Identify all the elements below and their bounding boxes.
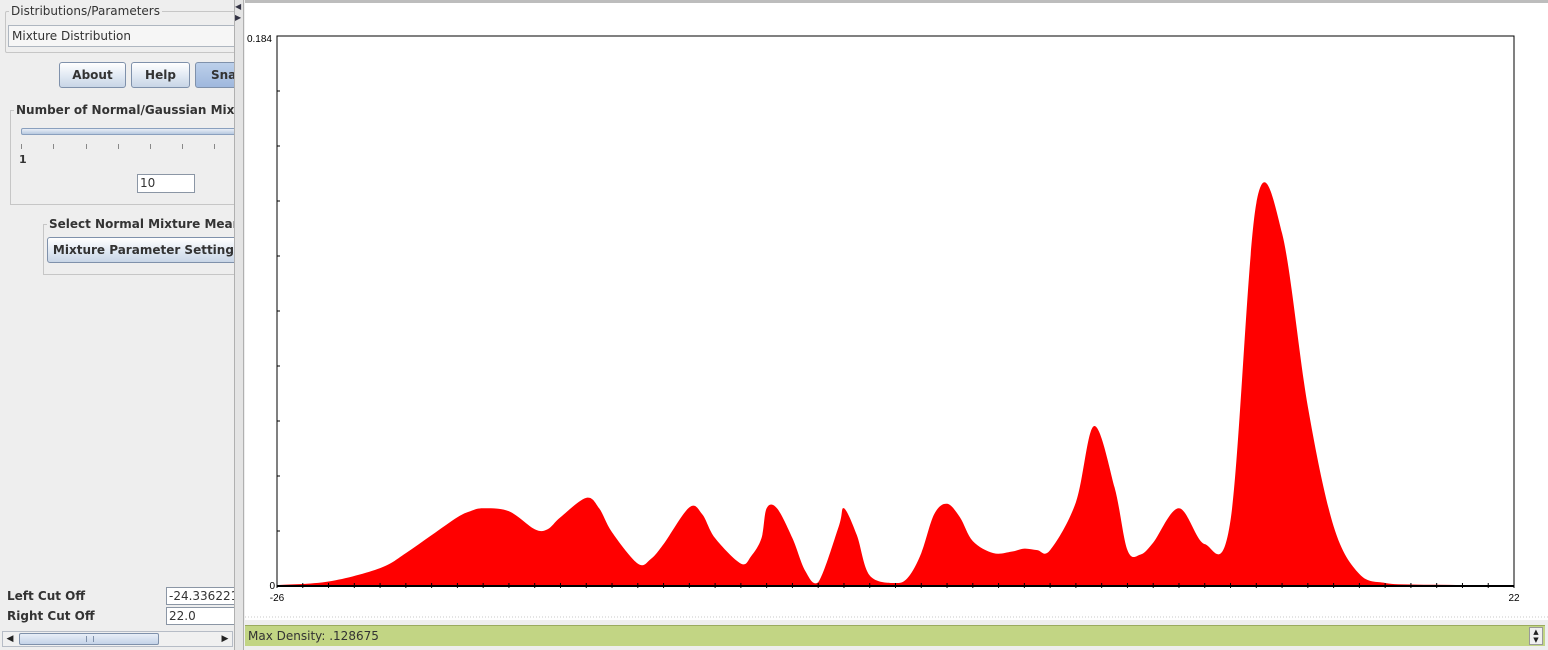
mixture-group: Select Normal Mixture Mean/SD/ Mixture P… xyxy=(43,217,234,275)
slider-tick xyxy=(53,144,54,149)
about-button[interactable]: About xyxy=(59,62,126,88)
x-min-label: -26 xyxy=(270,593,285,604)
scrollbar-thumb[interactable] xyxy=(19,633,159,645)
right-cut-off-input[interactable]: 22.0 xyxy=(166,607,234,625)
slider-tick xyxy=(86,144,87,149)
density-chart: 0.184 0-26 22 xyxy=(245,34,1548,618)
horizontal-scrollbar[interactable]: ◀ ▶ xyxy=(2,631,233,647)
components-group: Number of Normal/Gaussian Mixture C 1 10 xyxy=(10,103,234,205)
distributions-group: Distributions/Parameters Mixture Distrib… xyxy=(5,4,234,53)
split-pane-divider[interactable]: ◀ ▶ xyxy=(234,0,244,650)
distributions-group-title: Distributions/Parameters xyxy=(9,4,162,18)
slider-tick xyxy=(118,144,119,149)
plot-frame xyxy=(276,35,1515,587)
status-bar: Max Density: .128675 ▲ ▼ xyxy=(245,625,1545,646)
slider-tick xyxy=(214,144,215,149)
scroll-right-icon[interactable]: ▶ xyxy=(221,634,229,644)
help-button[interactable]: Help xyxy=(131,62,190,88)
max-density-text: Max Density: .128675 xyxy=(248,629,379,643)
scroll-left-icon[interactable]: ◀ xyxy=(6,634,14,644)
scrollbar-grip xyxy=(86,636,94,642)
chart-panel: 0.184 0 -26 22 xyxy=(245,0,1548,620)
x-max-label: 22 xyxy=(1508,593,1520,604)
slider-min-label: 1 xyxy=(19,153,27,166)
y-min-label: 0 xyxy=(269,581,275,592)
left-cut-off-label: Left Cut Off xyxy=(7,589,86,603)
slider-tick xyxy=(21,144,22,149)
components-slider[interactable] xyxy=(21,128,234,135)
slider-tick xyxy=(150,144,151,149)
y-max-label: 0.184 xyxy=(247,34,272,45)
status-spinner[interactable]: ▲ ▼ xyxy=(1529,627,1543,645)
collapse-left-icon[interactable]: ◀ xyxy=(235,2,242,11)
left-panel: Distributions/Parameters Mixture Distrib… xyxy=(0,0,234,650)
distribution-select[interactable]: Mixture Distribution xyxy=(8,25,234,47)
mixture-group-title: Select Normal Mixture Mean/SD/ xyxy=(47,217,234,231)
left-cut-off-input[interactable]: -24.33622189 xyxy=(166,587,234,605)
snapshot-button[interactable]: Sna xyxy=(195,62,234,88)
components-group-title: Number of Normal/Gaussian Mixture C xyxy=(14,103,234,117)
mixture-parameter-settings-button[interactable]: Mixture Parameter Settings xyxy=(47,237,234,263)
slider-tick xyxy=(182,144,183,149)
density-area xyxy=(277,182,1514,586)
right-cut-off-label: Right Cut Off xyxy=(7,609,95,623)
collapse-right-icon[interactable]: ▶ xyxy=(235,13,242,22)
components-count-input[interactable]: 10 xyxy=(137,174,195,193)
